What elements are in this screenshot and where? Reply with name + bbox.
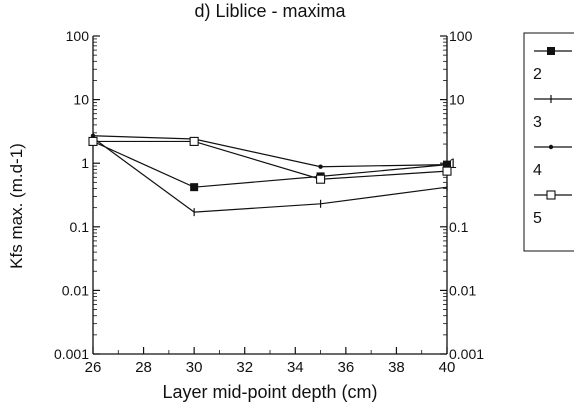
- legend-marker-5: [546, 190, 556, 200]
- legend-label-4: 4: [533, 162, 542, 179]
- x-tick-label: 36: [338, 359, 355, 376]
- x-tick-label: 34: [287, 359, 304, 376]
- y-tick-label-left: 1: [81, 155, 89, 171]
- series-5-point: [442, 166, 452, 176]
- y-tick-label-right: 1: [449, 155, 457, 171]
- x-tick-label: 38: [388, 359, 405, 376]
- y-tick-label-left: 0.001: [54, 346, 89, 362]
- y-tick-label-left: 0.01: [62, 282, 89, 298]
- y-tick-label-left: 0.1: [70, 219, 90, 235]
- series-2-point: [190, 183, 199, 192]
- y-tick-label-right: 100: [449, 28, 473, 44]
- y-tick-label-right: 0.01: [449, 282, 476, 298]
- x-tick-label: 40: [439, 359, 456, 376]
- x-axis-label: Layer mid-point depth (cm): [162, 382, 377, 402]
- series-5-line: [93, 140, 448, 180]
- legend-box: [523, 32, 574, 252]
- y-tick-label-right: 0.001: [449, 346, 484, 362]
- series-2-line: [92, 140, 448, 188]
- x-tick-label: 30: [186, 359, 203, 376]
- series-5-point: [88, 136, 98, 146]
- legend-label-5: 5: [533, 210, 542, 227]
- y-tick-label-left: 100: [66, 28, 90, 44]
- series-5-point: [316, 174, 326, 184]
- legend-marker-4: [548, 144, 554, 150]
- y-tick-label-left: 10: [73, 92, 89, 108]
- legend-marker-2: [547, 47, 555, 55]
- series-4-point: [90, 133, 96, 138]
- series-3-line: [92, 137, 448, 213]
- y-axis-label: Kfs max. (m.d-1): [7, 143, 26, 269]
- series-4-point: [318, 164, 323, 169]
- x-tick-label: 26: [85, 359, 102, 376]
- series-5-point: [189, 136, 199, 146]
- series-4-point: [444, 162, 450, 167]
- series-4-line: [92, 135, 448, 168]
- legend-label-2: 2: [533, 66, 542, 83]
- y-tick-label-right: 10: [449, 92, 465, 108]
- legend-label-3: 3: [533, 114, 542, 131]
- y-tick-label-right: 0.1: [449, 219, 469, 235]
- chart-title: d) Liblice - maxima: [194, 1, 346, 21]
- legend: 2 3 4 5: [523, 32, 574, 252]
- x-tick-label: 28: [135, 359, 152, 376]
- x-tick-label: 32: [236, 359, 253, 376]
